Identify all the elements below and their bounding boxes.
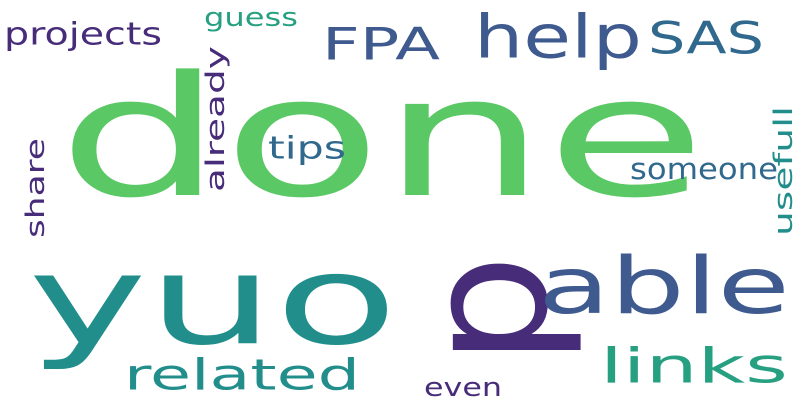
word-tips: tips <box>268 130 346 166</box>
word-usefull: usefull <box>768 106 798 236</box>
word-help: help <box>474 3 642 72</box>
word-sas: SAS <box>648 13 764 64</box>
word-done: done <box>58 41 706 235</box>
word-someone: someone <box>630 153 778 187</box>
word-p: p <box>389 254 586 366</box>
word-yuo: yuo <box>28 229 398 373</box>
word-already: already <box>200 46 230 192</box>
word-projects: projects <box>4 17 162 53</box>
word-fpa: FPA <box>322 19 440 71</box>
word-even: even <box>424 372 502 400</box>
word-able: able <box>538 240 790 332</box>
word-related: related <box>124 351 360 400</box>
word-guess: guess <box>204 2 298 32</box>
word-share: share <box>21 138 50 238</box>
word-links: links <box>600 338 788 394</box>
